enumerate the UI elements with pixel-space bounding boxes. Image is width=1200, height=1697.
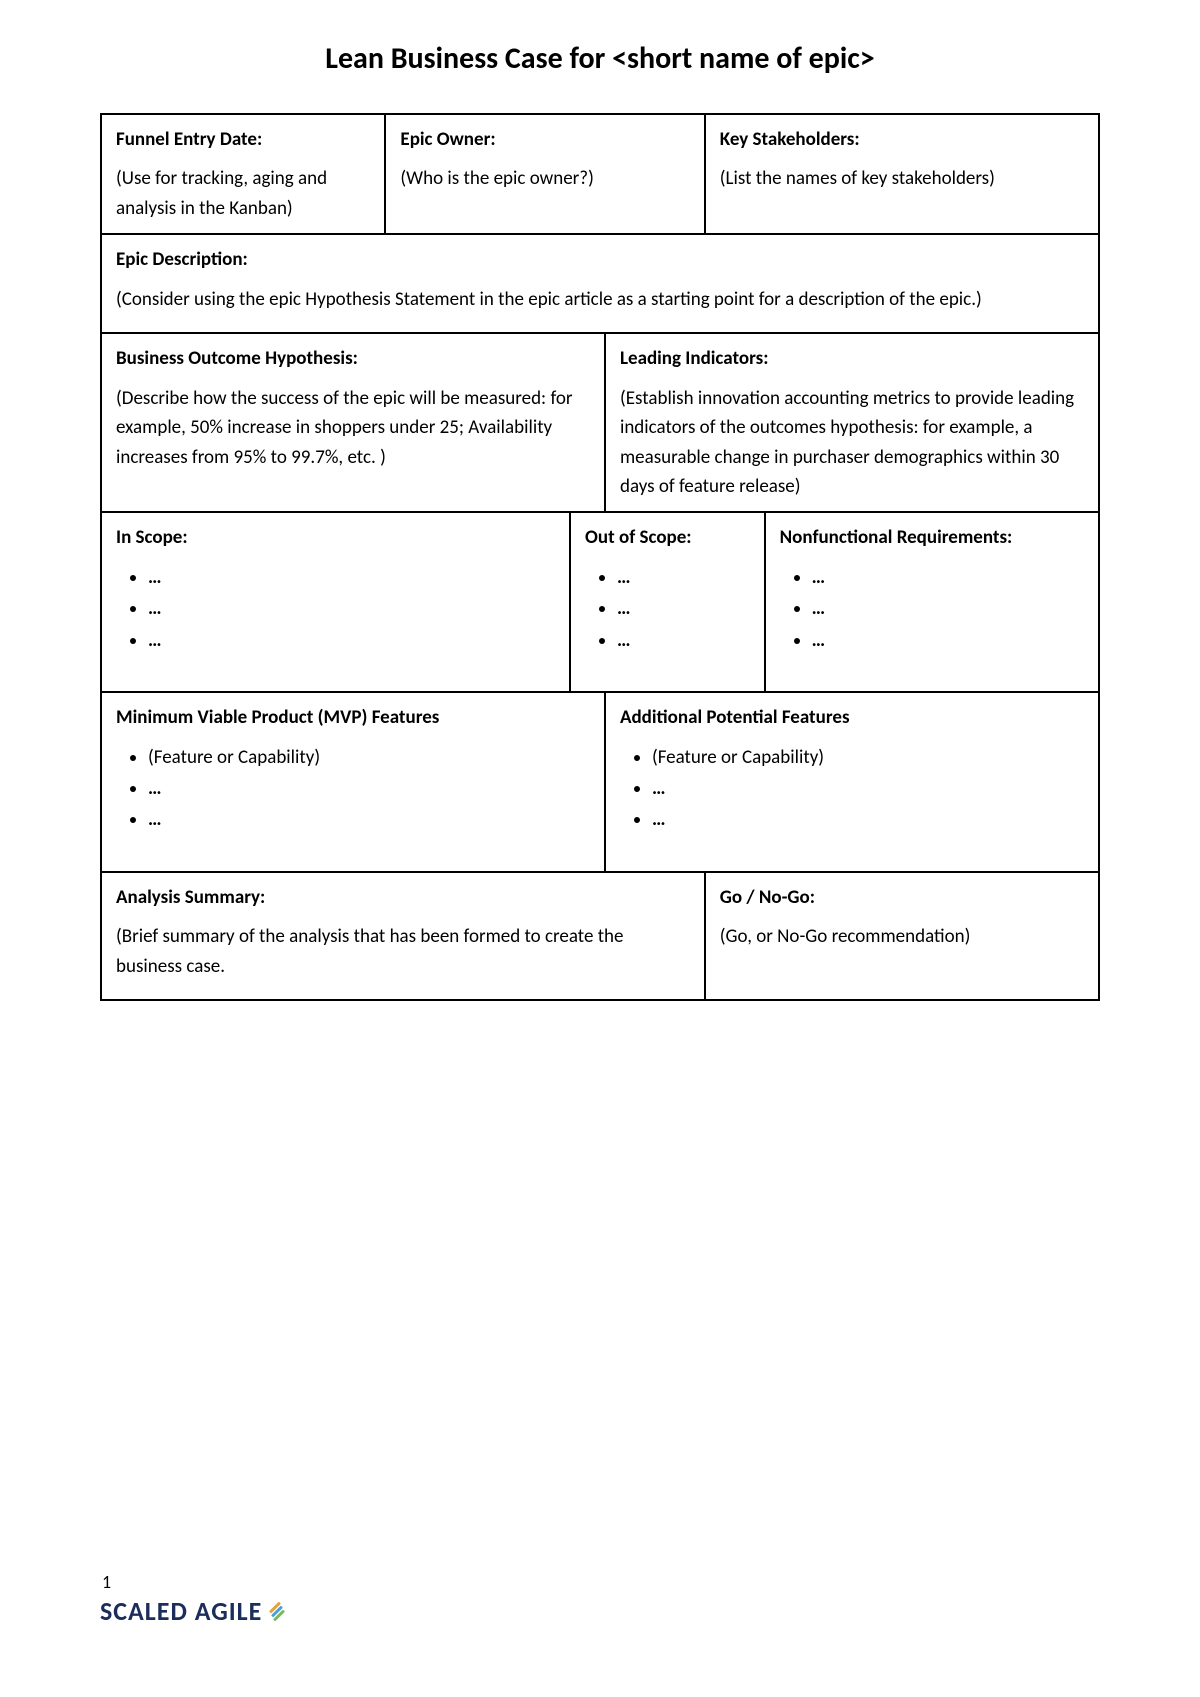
cell-leading-indicators: Leading Indicators: (Establish innovatio… [605,333,1099,512]
out-of-scope-list: … … … [585,563,750,655]
leading-indicators-label: Leading Indicators: [620,344,1084,373]
epic-owner-label: Epic Owner: [400,125,689,154]
funnel-entry-label: Funnel Entry Date: [116,125,370,154]
list-item: … [148,774,590,803]
cell-epic-owner: Epic Owner: (Who is the epic owner?) [385,114,704,234]
table-row: Minimum Viable Product (MVP) Features (F… [101,692,1099,872]
go-nogo-label: Go / No-Go: [720,883,1084,912]
logo-mark-icon [266,1602,284,1620]
cell-mvp-features: Minimum Viable Product (MVP) Features (F… [101,692,605,872]
list-item: … [812,563,1084,592]
page-number: 1 [100,1571,284,1593]
cell-epic-description: Epic Description: (Consider using the ep… [101,234,1099,333]
logo-text: SCALED AGILE [100,1595,262,1627]
in-scope-label: In Scope: [116,523,555,552]
funnel-entry-desc: (Use for tracking, aging and analysis in… [116,164,370,223]
business-case-table: Funnel Entry Date: (Use for tracking, ag… [100,113,1100,1001]
stakeholders-desc: (List the names of key stakeholders) [720,164,1084,193]
epic-owner-desc: (Who is the epic owner?) [400,164,689,193]
list-item: (Feature or Capability) [652,743,1084,772]
cell-additional-features: Additional Potential Features (Feature o… [605,692,1099,872]
cell-out-of-scope: Out of Scope: … … … [570,512,765,692]
table-row: In Scope: … … … Out of Scope: … … … Nonf… [101,512,1099,692]
list-item: … [617,563,750,592]
nfr-label: Nonfunctional Requirements: [780,523,1084,552]
table-row: Epic Description: (Consider using the ep… [101,234,1099,333]
list-item: (Feature or Capability) [148,743,590,772]
scaled-agile-logo: SCALED AGILE [100,1595,284,1627]
cell-stakeholders: Key Stakeholders: (List the names of key… [705,114,1099,234]
list-item: … [652,805,1084,834]
nfr-list: … … … [780,563,1084,655]
list-item: … [148,626,555,655]
cell-analysis-summary: Analysis Summary: (Brief summary of the … [101,872,705,1000]
list-item: … [148,563,555,592]
cell-nfr: Nonfunctional Requirements: … … … [765,512,1099,692]
analysis-label: Analysis Summary: [116,883,690,912]
list-item: … [812,594,1084,623]
out-of-scope-label: Out of Scope: [585,523,750,552]
cell-in-scope: In Scope: … … … [101,512,570,692]
cell-go-nogo: Go / No-Go: (Go, or No-Go recommendation… [705,872,1099,1000]
list-item: … [148,594,555,623]
in-scope-list: … … … [116,563,555,655]
additional-features-list: (Feature or Capability) … … [620,743,1084,835]
additional-features-label: Additional Potential Features [620,703,1084,732]
table-row: Funnel Entry Date: (Use for tracking, ag… [101,114,1099,234]
table-row: Business Outcome Hypothesis: (Describe h… [101,333,1099,512]
list-item: … [148,805,590,834]
stakeholders-label: Key Stakeholders: [720,125,1084,154]
leading-indicators-desc: (Establish innovation accounting metrics… [620,384,1084,502]
list-item: … [812,626,1084,655]
business-outcome-desc: (Describe how the success of the epic wi… [116,384,590,472]
go-nogo-desc: (Go, or No-Go recommendation) [720,922,1084,951]
page-footer: 1 SCALED AGILE [100,1571,284,1627]
analysis-desc: (Brief summary of the analysis that has … [116,922,690,981]
cell-funnel-entry: Funnel Entry Date: (Use for tracking, ag… [101,114,385,234]
list-item: … [652,774,1084,803]
cell-business-outcome: Business Outcome Hypothesis: (Describe h… [101,333,605,512]
table-row: Analysis Summary: (Brief summary of the … [101,872,1099,1000]
epic-description-text: (Consider using the epic Hypothesis Stat… [116,285,1084,314]
mvp-list: (Feature or Capability) … … [116,743,590,835]
page-title: Lean Business Case for <short name of ep… [100,40,1100,77]
business-outcome-label: Business Outcome Hypothesis: [116,344,590,373]
epic-description-label: Epic Description: [116,245,1084,274]
list-item: … [617,626,750,655]
mvp-label: Minimum Viable Product (MVP) Features [116,703,590,732]
document-page: Lean Business Case for <short name of ep… [0,0,1200,1001]
list-item: … [617,594,750,623]
